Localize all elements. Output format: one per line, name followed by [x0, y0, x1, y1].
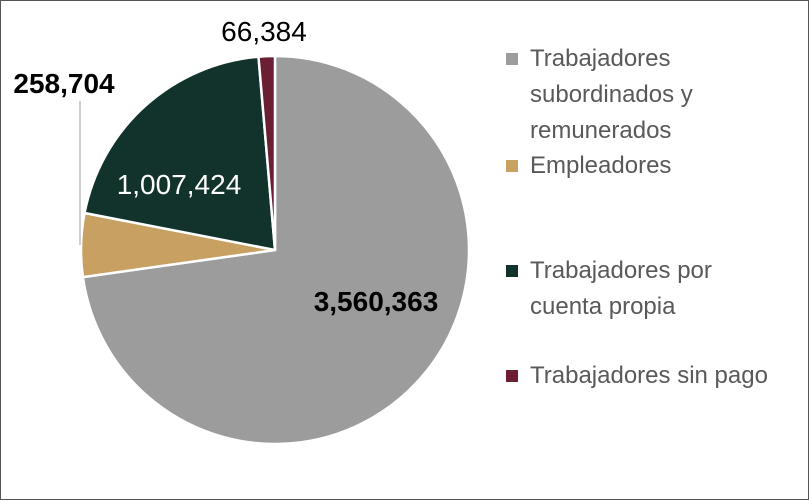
slice-cuenta-propia	[83, 55, 277, 252]
legend-label-empleadores: Empleadores	[530, 152, 672, 179]
slice-sin-pago	[257, 54, 277, 252]
data-label-empleadores: 258,704	[13, 68, 115, 99]
data-label-cuenta-propia: 1,007,424	[117, 169, 242, 200]
legend-swatch-sin-pago	[506, 370, 518, 382]
legend-label-sin-pago: Trabajadores sin pago	[530, 362, 768, 389]
legend-swatch-cuenta-propia	[506, 265, 518, 277]
data-label-sin-pago: 66,384	[221, 16, 307, 47]
legend-label-subordinados: Trabajadores subordinados y remunerados	[530, 45, 693, 144]
legend-label-cuenta-propia: Trabajadores por cuenta propia	[530, 257, 712, 320]
legend-swatch-empleadores	[506, 160, 518, 172]
legend-swatch-subordinados	[506, 53, 518, 65]
data-label-subordinados: 3,560,363	[314, 286, 439, 317]
